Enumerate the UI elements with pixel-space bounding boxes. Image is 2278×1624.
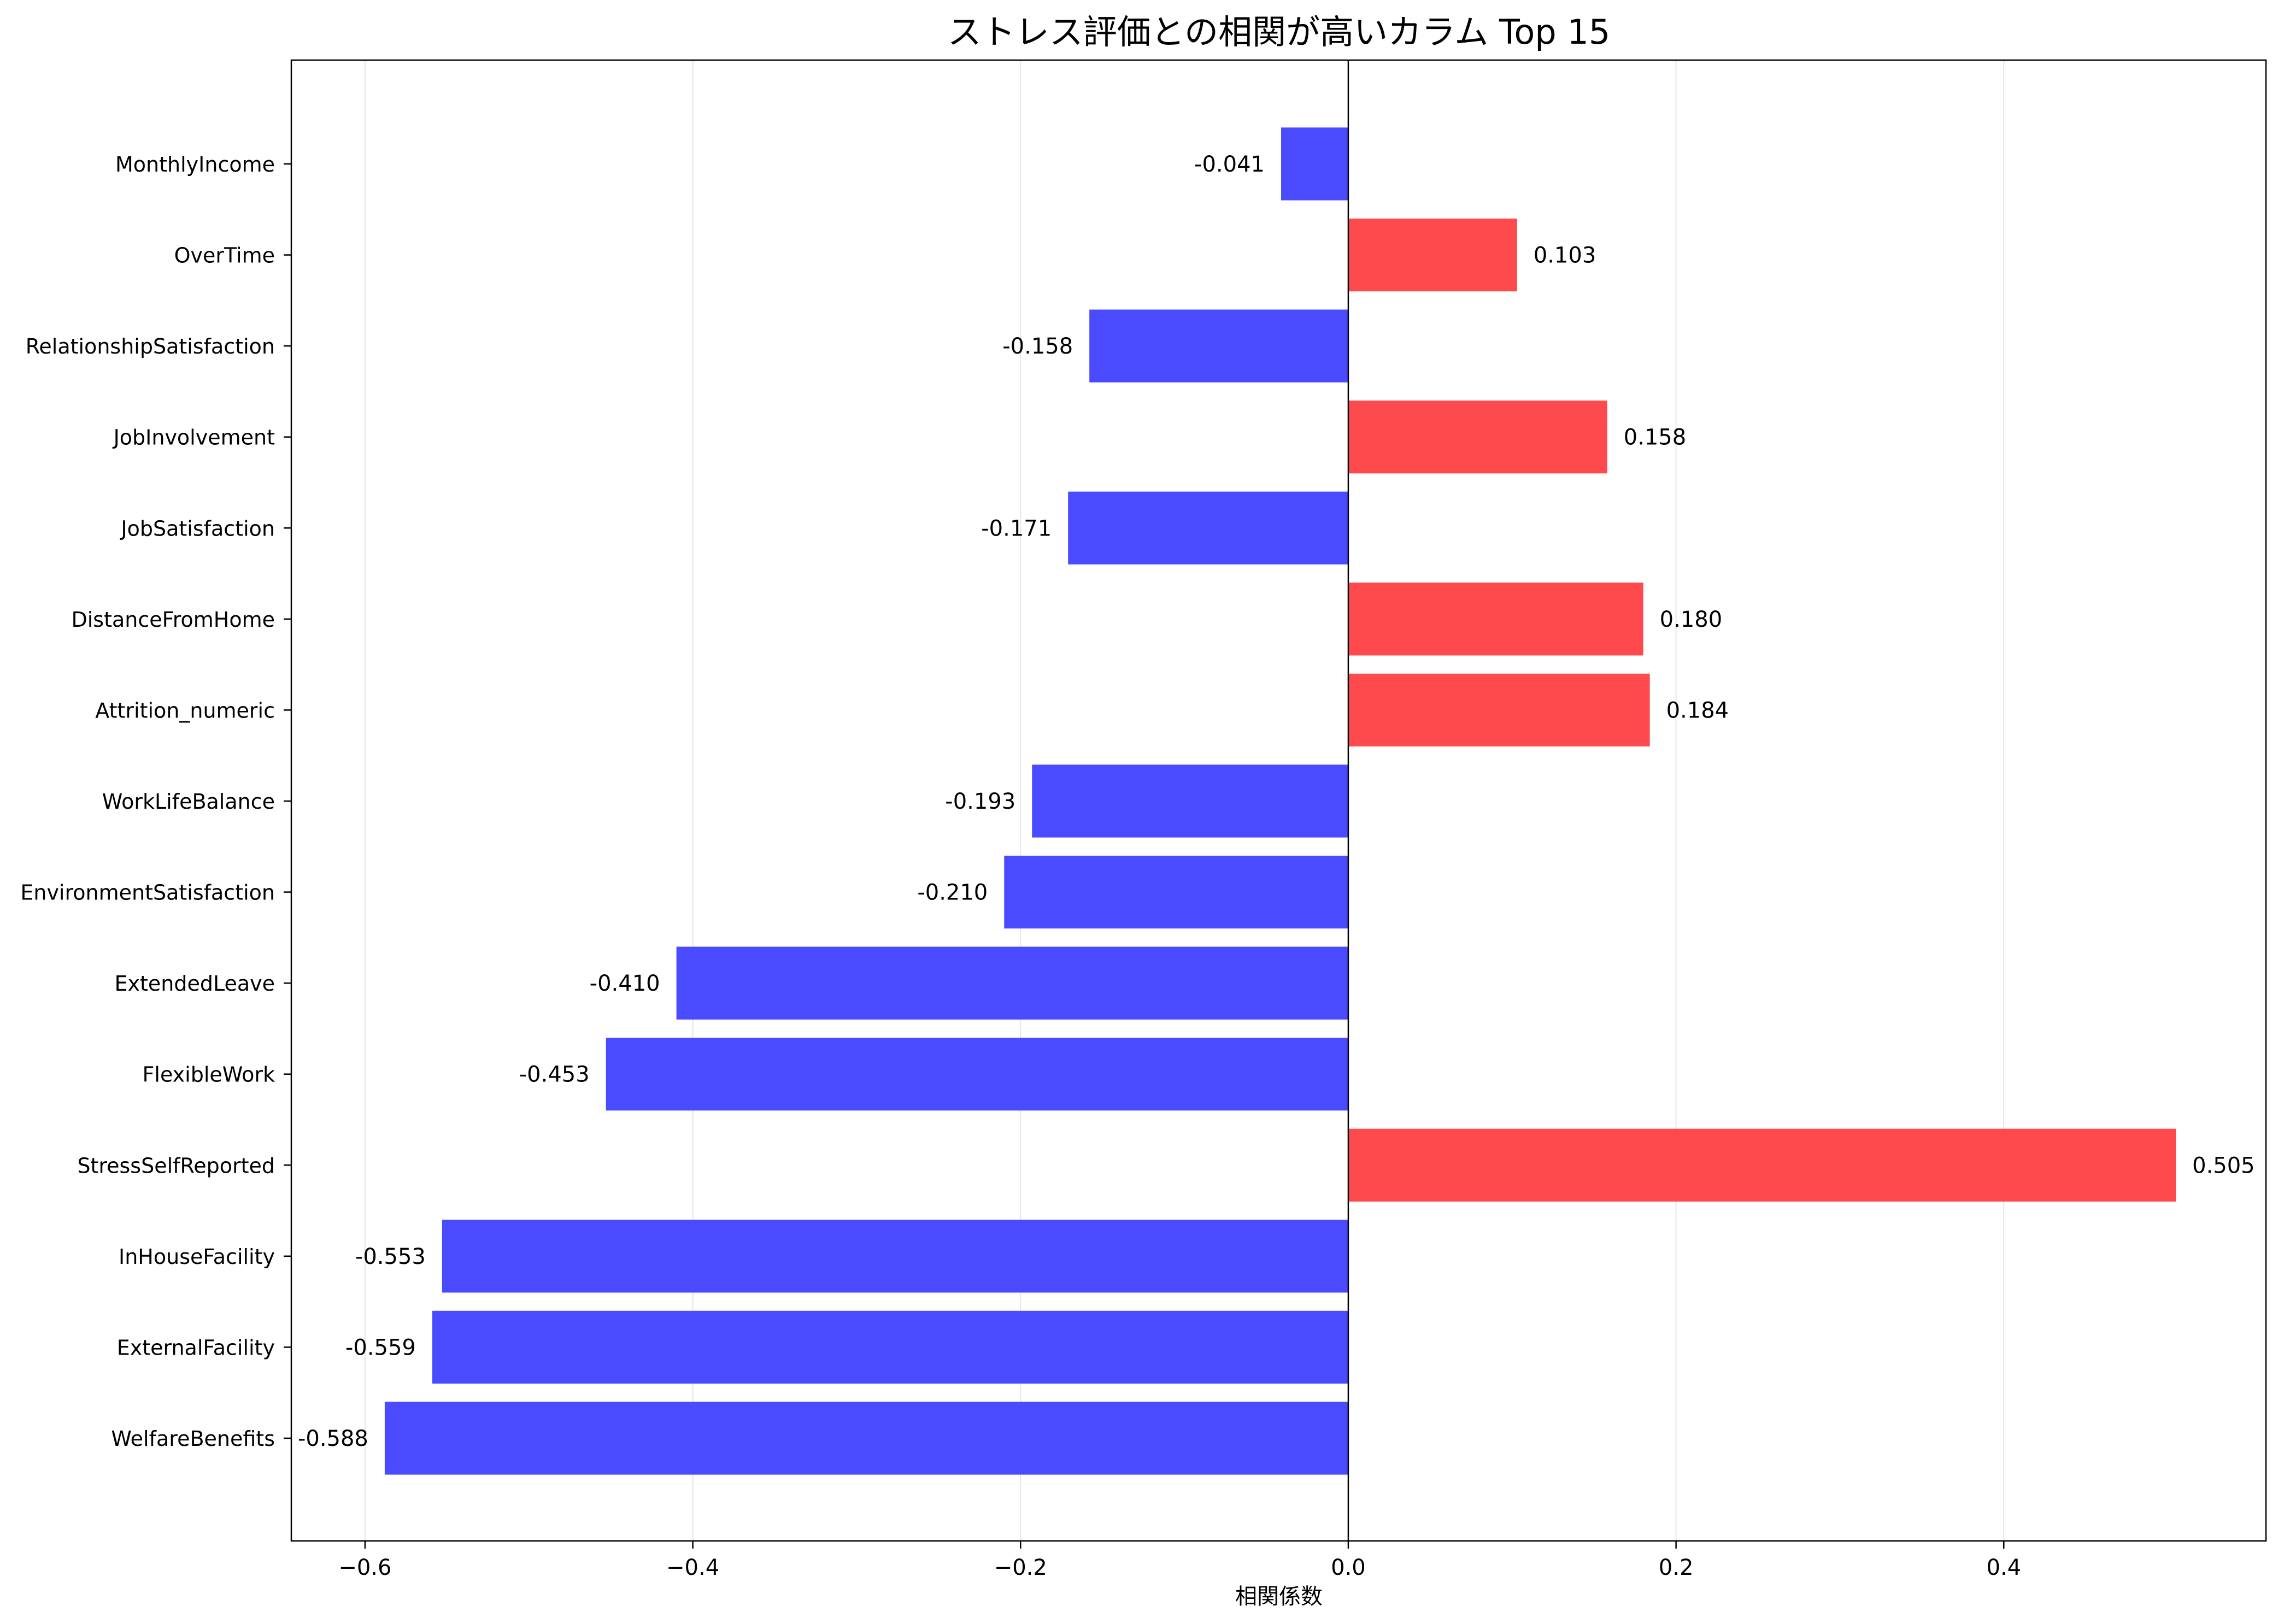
data-label: -0.588 xyxy=(298,1426,368,1451)
bar xyxy=(1068,491,1348,564)
y-tick-label: OverTime xyxy=(174,244,275,268)
y-tick-label: InHouseFacility xyxy=(119,1245,275,1269)
bar xyxy=(1348,582,1643,656)
bar xyxy=(1348,673,1650,747)
x-axis-label: 相関係数 xyxy=(1235,1584,1323,1609)
bar xyxy=(1348,218,1517,292)
data-label: -0.158 xyxy=(1002,334,1073,359)
x-tick-label: 0.4 xyxy=(1986,1555,2021,1580)
data-label: -0.410 xyxy=(590,971,660,996)
y-tick-label: StressSelfReported xyxy=(77,1154,275,1178)
bar xyxy=(1348,1128,2176,1202)
y-tick-label: ExtendedLeave xyxy=(114,972,275,996)
x-tick-label: −0.6 xyxy=(338,1555,391,1580)
x-tick-label: −0.2 xyxy=(994,1555,1047,1580)
bar xyxy=(676,946,1348,1020)
bars xyxy=(384,127,2176,1475)
bar xyxy=(1004,855,1348,929)
bar xyxy=(432,1310,1348,1384)
bar xyxy=(606,1038,1348,1111)
data-label: -0.453 xyxy=(519,1062,590,1087)
x-tick-label: 0.2 xyxy=(1659,1555,1694,1580)
y-tick-label: EnvironmentSatisfaction xyxy=(20,881,275,905)
x-tick-label: 0.0 xyxy=(1331,1555,1366,1580)
data-label: 0.180 xyxy=(1660,607,1723,632)
data-label: 0.158 xyxy=(1624,425,1687,450)
chart-title: ストレス評価との相関が高いカラム Top 15 xyxy=(948,12,1610,52)
data-labels: -0.041 0.103 -0.158 0.158 -0.171 0.180 0.184 -0… xyxy=(298,152,2255,1451)
x-tick-label: −0.4 xyxy=(666,1555,719,1580)
y-tick-label: WorkLifeBalance xyxy=(102,790,275,814)
y-tick-label: JobSatisfaction xyxy=(120,516,275,540)
y-tick-label: Attrition_numeric xyxy=(95,698,275,722)
y-tick-label: DistanceFromHome xyxy=(71,608,275,632)
bar xyxy=(1089,309,1348,383)
data-label: 0.184 xyxy=(1666,698,1729,723)
data-label: -0.193 xyxy=(945,789,1015,814)
y-axis: MonthlyIncome OverTime RelationshipSatisfa… xyxy=(20,152,291,1451)
data-label: -0.559 xyxy=(345,1335,416,1360)
y-tick-label: RelationshipSatisfaction xyxy=(26,334,275,358)
data-label: -0.210 xyxy=(917,880,988,905)
y-tick-label: JobInvolvement xyxy=(113,426,275,450)
bar xyxy=(1032,764,1348,838)
data-label: -0.553 xyxy=(355,1244,426,1269)
y-tick-label: WelfareBenefits xyxy=(111,1427,275,1451)
y-tick-label: ExternalFacility xyxy=(117,1335,275,1360)
x-axis: −0.6 −0.4 −0.2 0.0 0.2 0.4 xyxy=(338,1541,2021,1580)
data-label: 0.505 xyxy=(2192,1153,2255,1178)
bar xyxy=(442,1220,1348,1293)
bar xyxy=(1348,401,1607,474)
data-label: -0.041 xyxy=(1194,152,1265,177)
y-tick-label: MonthlyIncome xyxy=(115,152,275,176)
data-label: -0.171 xyxy=(981,516,1052,541)
bar xyxy=(1281,127,1348,201)
data-label: 0.103 xyxy=(1534,243,1596,268)
y-tick-label: FlexibleWork xyxy=(143,1063,275,1087)
bar xyxy=(384,1402,1348,1475)
